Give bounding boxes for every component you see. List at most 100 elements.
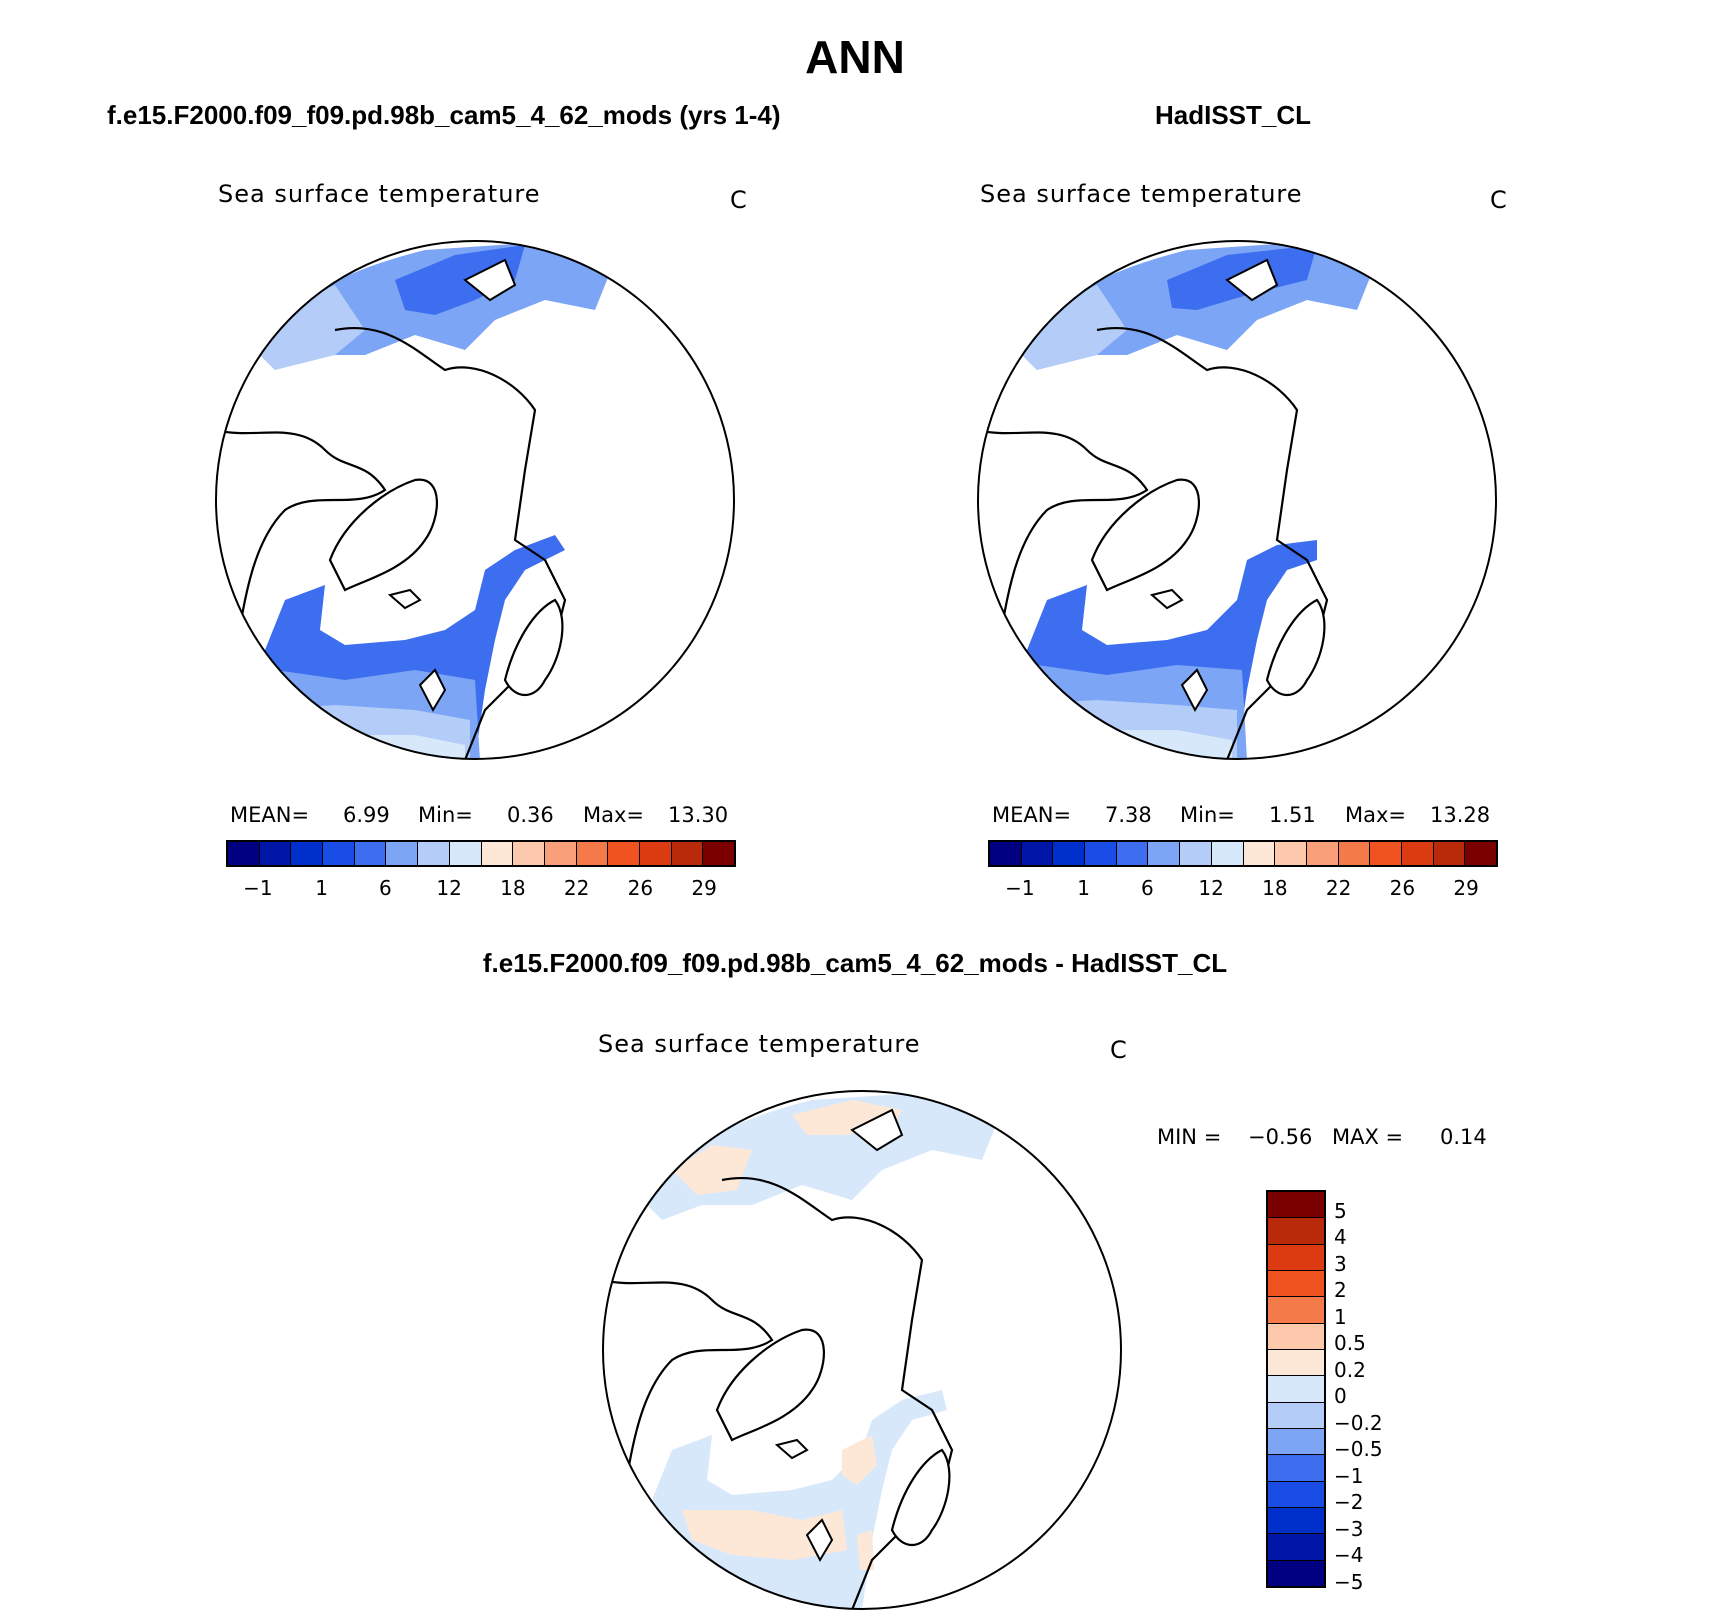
diff-units: C <box>1110 1036 1128 1064</box>
obs-coast-siberia <box>1096 327 1329 759</box>
colorbar-swatch <box>608 842 640 865</box>
colorbar-swatch <box>449 842 482 865</box>
colorbar-swatch <box>1268 1455 1324 1482</box>
colorbar-tick-label: 22 <box>563 876 590 900</box>
colorbar-swatch <box>1268 1297 1324 1324</box>
colorbar-swatch <box>1338 842 1371 865</box>
model-mean-label: MEAN= <box>230 803 310 827</box>
diff-warm-patch-5 <box>857 1530 874 1570</box>
colorbar-swatch <box>228 842 260 865</box>
colorbar-swatch <box>1268 1402 1324 1429</box>
colorbar-swatch <box>323 842 355 865</box>
colorbar-swatch <box>1085 842 1117 865</box>
colorbar-swatch <box>1401 842 1434 865</box>
colorbar-swatch <box>1268 1534 1324 1561</box>
colorbar-swatch <box>1268 1270 1324 1298</box>
colorbar-tick-label: −0.2 <box>1334 1410 1383 1435</box>
colorbar-swatch <box>1306 842 1339 865</box>
obs-case-title: HadISST_CL <box>1155 100 1312 130</box>
colorbar-swatch <box>1268 1560 1324 1586</box>
colorbar-swatch <box>418 842 450 865</box>
colorbar-swatch <box>703 842 734 865</box>
colorbar-tick-label: 4 <box>1334 1225 1347 1250</box>
obs-scandinavia <box>1265 598 1326 696</box>
obs-polar-map <box>977 240 1497 760</box>
colorbar-swatch <box>1370 842 1402 865</box>
colorbar-swatch <box>1275 842 1307 865</box>
colorbar-tick-label: 2 <box>1334 1278 1347 1303</box>
colorbar-tick-label: 29 <box>691 876 717 900</box>
colorbar-tick-label: 0.5 <box>1334 1331 1366 1356</box>
colorbar-swatch <box>1268 1244 1324 1271</box>
colorbar-tick-label: 5 <box>1334 1198 1347 1223</box>
colorbar-swatch <box>1268 1192 1324 1219</box>
colorbar-tick-label: −4 <box>1334 1543 1364 1568</box>
obs-greenland <box>1090 478 1201 592</box>
model-max-label: Max= <box>583 803 645 827</box>
model-min-label: Min= <box>418 803 473 827</box>
colorbar-tick-label: 0.2 <box>1334 1357 1366 1382</box>
colorbar-tick-label: 12 <box>1198 876 1224 900</box>
colorbar-swatch <box>1268 1349 1324 1377</box>
model-mean-value: 6.99 <box>343 803 390 827</box>
colorbar-swatch <box>1268 1507 1324 1535</box>
colorbar-tick-label: 6 <box>379 876 392 900</box>
diff-case-title: f.e15.F2000.f09_f09.pd.98b_cam5_4_62_mod… <box>482 948 1228 978</box>
colorbar-tick-label: −1 <box>243 876 273 900</box>
diff-field-label: Sea surface temperature <box>598 1030 921 1058</box>
obs-field-label: Sea surface temperature <box>980 180 1303 208</box>
obs-coast-canada <box>978 428 1149 661</box>
diff-min-label: MIN = <box>1157 1125 1222 1149</box>
colorbar-swatch <box>671 842 704 865</box>
colorbar-tick-label: −3 <box>1334 1516 1364 1541</box>
colorbar-tick-label: −2 <box>1334 1490 1364 1515</box>
colorbar-swatch <box>1116 842 1149 865</box>
obs-colorbar <box>988 840 1498 867</box>
diff-polar-map <box>602 1090 1122 1610</box>
colorbar-swatch <box>1053 842 1086 865</box>
obs-sst-pacific-warm <box>1017 285 1127 370</box>
colorbar-tick-label: −1 <box>1334 1463 1364 1488</box>
colorbar-tick-label: −0.5 <box>1334 1437 1383 1462</box>
diff-min-value: −0.56 <box>1248 1125 1313 1149</box>
colorbar-swatch <box>1268 1376 1324 1403</box>
obs-max-label: Max= <box>1345 803 1407 827</box>
colorbar-swatch <box>1268 1218 1324 1245</box>
model-greenland <box>328 478 439 592</box>
colorbar-swatch <box>513 842 545 865</box>
obs-uk <box>1180 668 1209 713</box>
obs-units: C <box>1490 186 1508 214</box>
colorbar-tick-label: 26 <box>1389 876 1416 900</box>
model-polar-map <box>215 240 735 760</box>
obs-mean-value: 7.38 <box>1105 803 1152 827</box>
colorbar-swatch <box>1021 842 1054 865</box>
model-units: C <box>730 186 748 214</box>
colorbar-swatch <box>1180 842 1212 865</box>
diff-alaska <box>850 1108 904 1152</box>
colorbar-swatch <box>354 842 387 865</box>
model-sst-bering <box>395 245 525 315</box>
colorbar-swatch <box>1465 842 1496 865</box>
diff-coast-siberia <box>721 1177 954 1609</box>
diff-warm-patch-1 <box>672 1145 752 1195</box>
model-colorbar <box>226 840 736 867</box>
diff-scandinavia <box>890 1448 951 1546</box>
colorbar-tick-label: 3 <box>1334 1251 1347 1276</box>
obs-min-value: 1.51 <box>1269 803 1316 827</box>
colorbar-swatch <box>1268 1323 1324 1350</box>
diff-coast-canada <box>603 1278 774 1511</box>
diff-uk <box>805 1518 834 1563</box>
model-alaska <box>463 258 517 302</box>
obs-iceland <box>1149 588 1184 610</box>
model-field-label: Sea surface temperature <box>218 180 541 208</box>
colorbar-swatch <box>1268 1428 1324 1456</box>
colorbar-swatch <box>1433 842 1466 865</box>
diff-colorbar <box>1266 1190 1326 1588</box>
model-case-title: f.e15.F2000.f09_f09.pd.98b_cam5_4_62_mod… <box>107 100 781 130</box>
model-iceland <box>387 588 422 610</box>
colorbar-swatch <box>1268 1481 1324 1508</box>
model-sst-pacific-warm <box>255 285 365 370</box>
diff-iceland <box>774 1438 809 1460</box>
colorbar-tick-label: 29 <box>1453 876 1479 900</box>
colorbar-swatch <box>990 842 1022 865</box>
